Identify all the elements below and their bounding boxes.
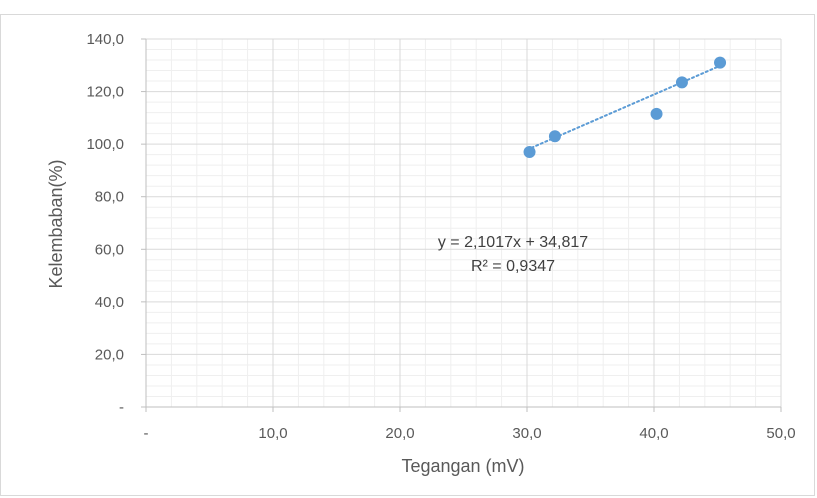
data-point: [650, 107, 663, 120]
y-tick-label: -: [119, 399, 124, 416]
y-tick-label: 20,0: [95, 346, 124, 363]
y-tick-label: 80,0: [95, 189, 124, 206]
y-tick-labels: - 20,0 40,0 60,0 80,0 100,0 120,0 140,0: [86, 31, 124, 416]
y-tick-label: 120,0: [86, 84, 124, 101]
major-gridlines: [146, 38, 782, 407]
x-tick-label: 20,0: [385, 425, 414, 442]
x-tick-label: 30,0: [512, 425, 541, 442]
data-point: [523, 146, 536, 159]
x-tick-label: -: [144, 425, 149, 442]
data-points: [523, 56, 727, 159]
x-tick-label: 40,0: [639, 425, 668, 442]
x-tick-label: 50,0: [766, 425, 795, 442]
y-tick-label: 40,0: [95, 294, 124, 311]
y-tick-label: 140,0: [86, 31, 124, 48]
data-point: [714, 56, 727, 69]
y-axis-title: Kelembaban(%): [46, 159, 66, 288]
r-squared-label: R² = 0,9347: [471, 258, 555, 275]
y-tick-label: 60,0: [95, 241, 124, 258]
data-point: [675, 76, 688, 89]
data-point: [548, 130, 561, 143]
x-tick-label: 10,0: [258, 425, 287, 442]
axes: [141, 38, 782, 412]
x-tick-labels: - 10,0 20,0 30,0 40,0 50,0: [144, 425, 796, 442]
y-tick-label: 100,0: [86, 136, 124, 153]
trendline-equation: y = 2,1017x + 34,817: [438, 234, 588, 251]
minor-gridlines: [146, 39, 781, 407]
x-axis-title: Tegangan (mV): [401, 456, 524, 476]
